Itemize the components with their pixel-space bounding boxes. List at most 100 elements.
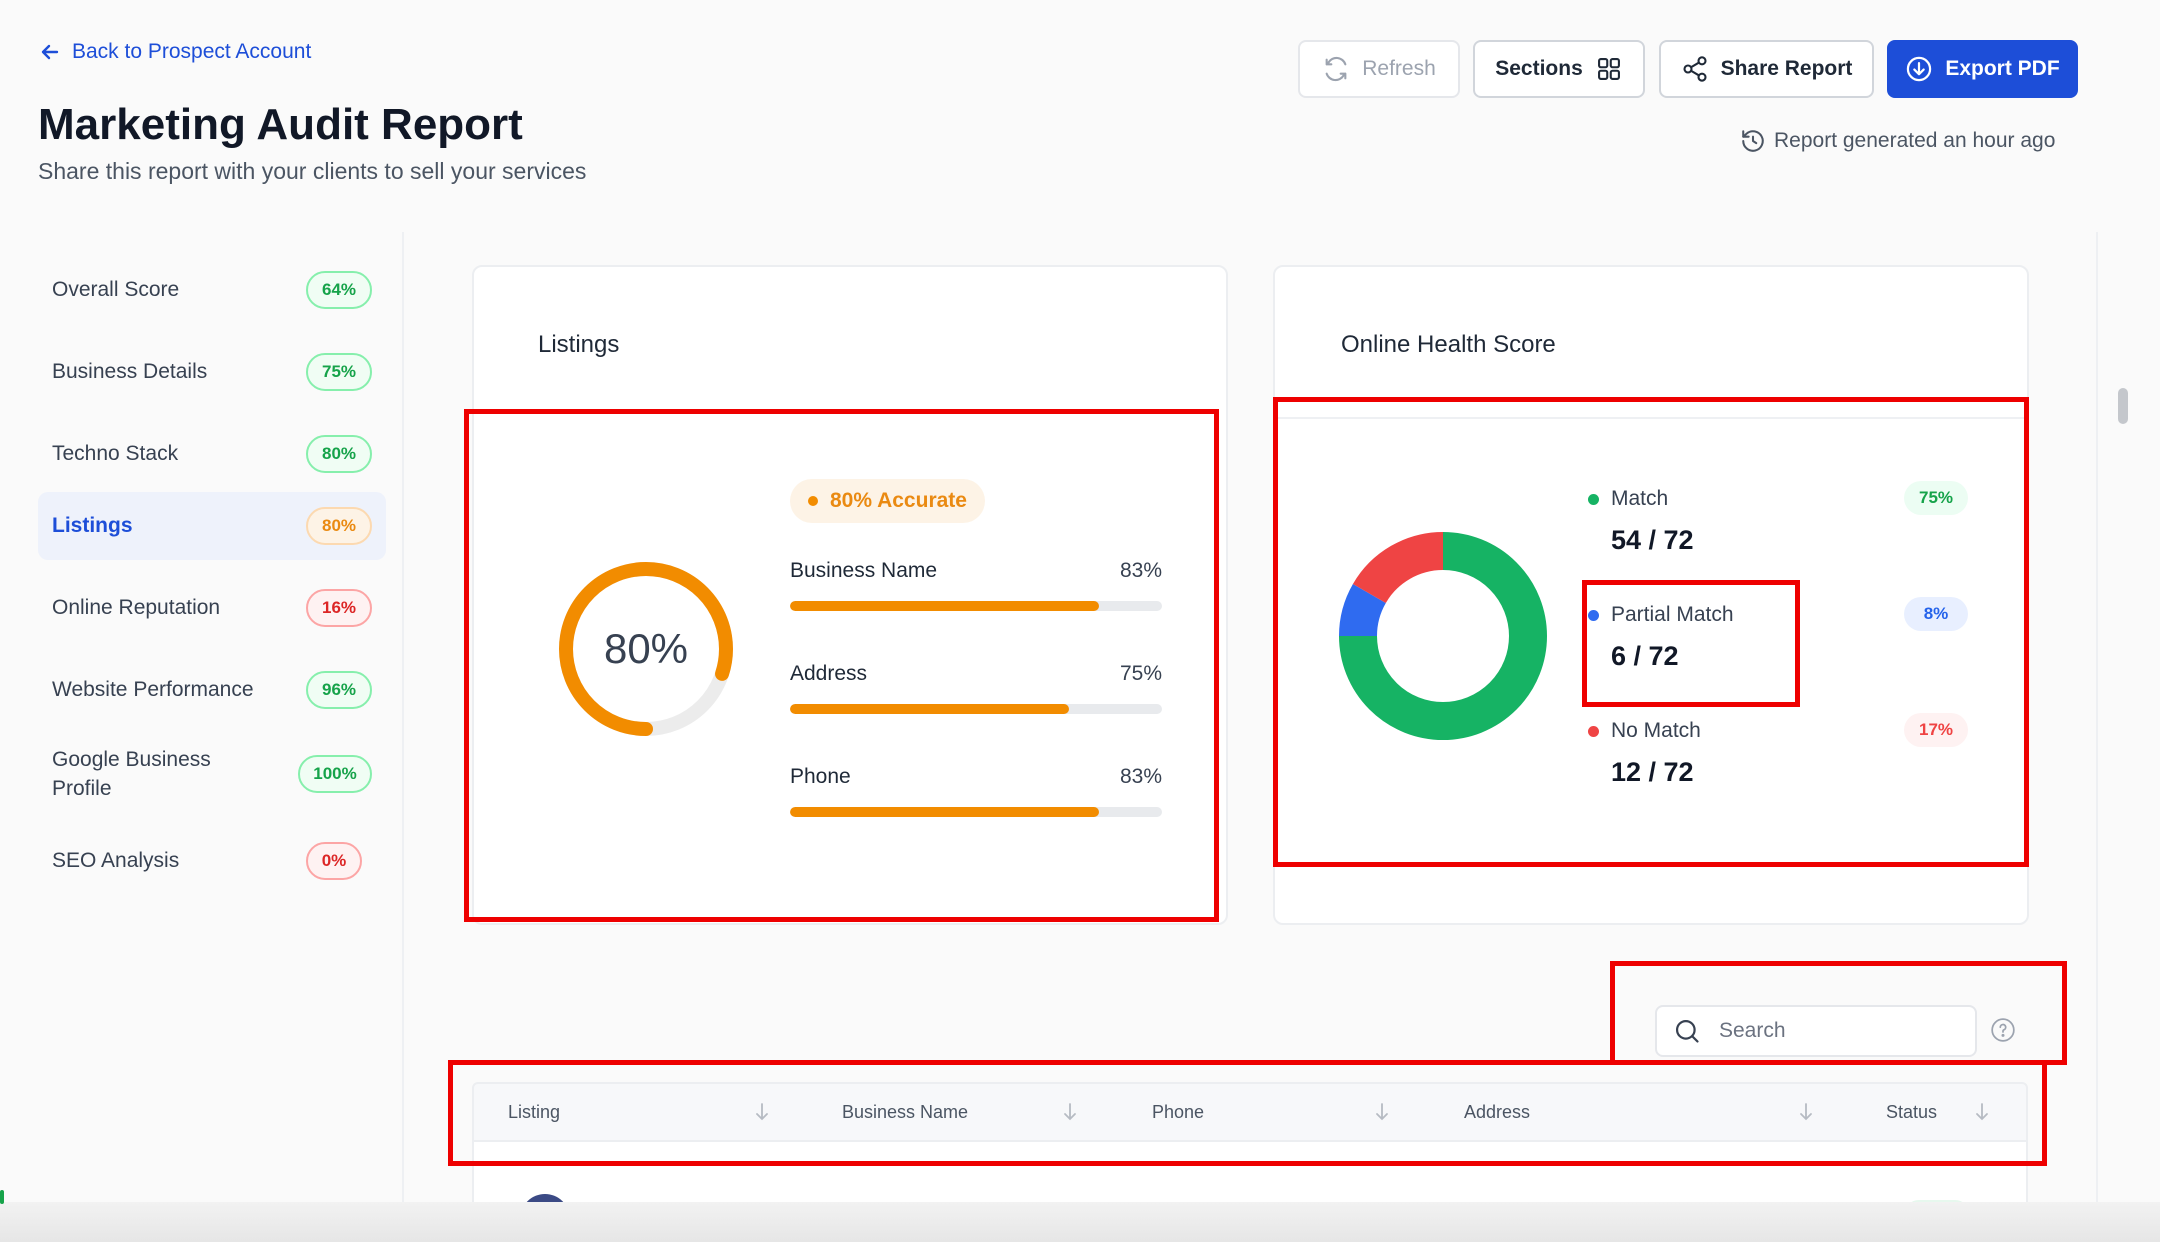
refresh-button[interactable]: Refresh [1298, 40, 1460, 98]
accuracy-dot [808, 496, 818, 506]
edge-indicator [0, 1190, 4, 1204]
column-label: Business Name [842, 1101, 969, 1122]
column-header-phone[interactable]: Phone [1152, 1084, 1204, 1140]
progress-track [790, 601, 1162, 611]
export-pdf-button[interactable]: Export PDF [1887, 40, 2078, 98]
progress-track [790, 807, 1162, 817]
generated-text: Report generated an hour ago [1774, 129, 2056, 152]
page-subtitle: Share this report with your clients to s… [38, 158, 587, 184]
legend-label: No Match [1611, 719, 1701, 742]
sidebar-item-listings[interactable]: Listings 80% [38, 492, 386, 560]
score-badge: 96% [306, 671, 372, 709]
sections-button[interactable]: Sections [1473, 40, 1645, 98]
legend-partial-match: Partial Match 6 / 72 8% [1588, 597, 1968, 672]
listings-card: Listings 80% 80% Accurate Business Name … [472, 265, 1228, 925]
listings-score-ring: 80% [554, 557, 738, 741]
score-badge: 16% [306, 589, 372, 627]
back-link-label: Back to Prospect Account [72, 40, 312, 63]
score-badge: 80% [306, 507, 372, 545]
score-badge: 0% [306, 842, 362, 880]
legend-percent: 17% [1904, 713, 1968, 747]
column-label: Status [1886, 1101, 1938, 1122]
donut-segment-match [1339, 532, 1547, 740]
column-header-address[interactable]: Address [1464, 1084, 1530, 1140]
sidebar-item-label: Online Reputation [52, 596, 221, 620]
search-input[interactable] [1719, 1019, 1939, 1043]
sidebar-item-label: Techno Stack [52, 442, 179, 466]
score-badge: 64% [306, 271, 372, 309]
metric-value: 83% [1119, 765, 1162, 788]
sidebar-item-label: Google Business Profile [52, 747, 211, 800]
metric-label: Business Name [790, 559, 938, 582]
donut-segment-no-match [1352, 532, 1444, 604]
metric-label: Address [790, 662, 868, 685]
sort-arrow-icon[interactable] [752, 1100, 772, 1124]
sidebar-item-online-reputation[interactable]: Online Reputation 16% [38, 574, 386, 642]
health-card-title: Online Health Score [1341, 331, 1556, 358]
legend-dot [1588, 493, 1599, 505]
score-badge: 75% [306, 353, 372, 391]
content-divider [402, 232, 404, 1212]
legend-no-match: No Match 12 / 72 17% [1588, 713, 1968, 788]
accuracy-label: 80% Accurate [830, 489, 967, 512]
column-header-business-name[interactable]: Business Name [842, 1084, 968, 1140]
sort-arrow-icon[interactable] [1796, 1100, 1816, 1124]
grid-icon [1597, 58, 1620, 80]
listings-table-body [472, 1142, 2028, 1242]
sidebar-item-website-performance[interactable]: Website Performance 96% [38, 656, 386, 724]
legend-count: 54 / 72 [1611, 525, 1694, 555]
online-health-card: Online Health Score Match 54 / 72 75% Pa… [1273, 265, 2029, 925]
progress-track [790, 704, 1162, 714]
scrollbar-thumb[interactable] [2118, 388, 2128, 424]
sort-arrow-icon[interactable] [1372, 1100, 1392, 1124]
score-badge: 80% [306, 435, 372, 473]
sidebar-item-label: Business Details [52, 360, 208, 384]
listings-table-header: Listing Business Name Phone Address Stat… [472, 1082, 2028, 1142]
column-header-status[interactable]: Status [1886, 1084, 1937, 1140]
help-icon[interactable] [1990, 1017, 2016, 1043]
search-field[interactable] [1655, 1005, 1977, 1057]
arrow-left-icon [41, 44, 59, 60]
legend-percent: 75% [1904, 481, 1968, 515]
legend-label: Match [1611, 487, 1669, 510]
legend-count: 6 / 72 [1611, 641, 1679, 671]
share-icon [1683, 56, 1707, 82]
metric-phone: Phone 83% [790, 765, 1162, 817]
sidebar-item-label: Website Performance [52, 678, 254, 702]
column-header-listing[interactable]: Listing [508, 1084, 560, 1140]
score-badge: 100% [298, 755, 372, 793]
ring-progress [559, 562, 733, 736]
donut-segment-partial-match [1339, 584, 1387, 637]
accuracy-badge: 80% Accurate [790, 479, 985, 523]
health-donut-chart [1339, 532, 1547, 740]
legend-percent: 8% [1904, 597, 1968, 631]
history-icon [1742, 130, 1764, 152]
share-report-button[interactable]: Share Report [1659, 40, 1874, 98]
share-report-label: Share Report [1720, 57, 1853, 80]
sidebar-item-techno-stack[interactable]: Techno Stack 80% [38, 420, 386, 488]
card-divider [1275, 417, 2027, 419]
search-icon [1675, 1019, 1699, 1043]
metric-label: Phone [790, 765, 851, 788]
sidebar-item-seo-analysis[interactable]: SEO Analysis 0% [38, 827, 386, 895]
column-label: Phone [1152, 1101, 1205, 1122]
column-label: Address [1464, 1101, 1531, 1122]
page-title: Marketing Audit Report [38, 100, 523, 149]
sidebar-item-label: Listings [52, 514, 133, 538]
scroll-track [2096, 232, 2098, 1212]
legend-dot [1588, 725, 1599, 737]
sections-label: Sections [1495, 57, 1583, 80]
sidebar-item-overall-score[interactable]: Overall Score 64% [38, 256, 386, 324]
sidebar-item-business-details[interactable]: Business Details 75% [38, 338, 386, 406]
progress-fill [790, 807, 1099, 817]
sidebar-item-label: SEO Analysis [52, 849, 180, 873]
metric-business-name: Business Name 83% [790, 559, 1162, 611]
progress-fill [790, 601, 1099, 611]
sort-arrow-icon[interactable] [1060, 1100, 1080, 1124]
legend-dot [1588, 609, 1599, 621]
sidebar-item-google-business-profile[interactable]: Google Business Profile 100% [38, 732, 386, 816]
sort-arrow-icon[interactable] [1972, 1100, 1992, 1124]
report-generated-info: Report generated an hour ago [1740, 128, 2055, 154]
sidebar-item-label: Overall Score [52, 278, 180, 302]
back-to-prospect-link[interactable]: Back to Prospect Account [38, 40, 311, 64]
